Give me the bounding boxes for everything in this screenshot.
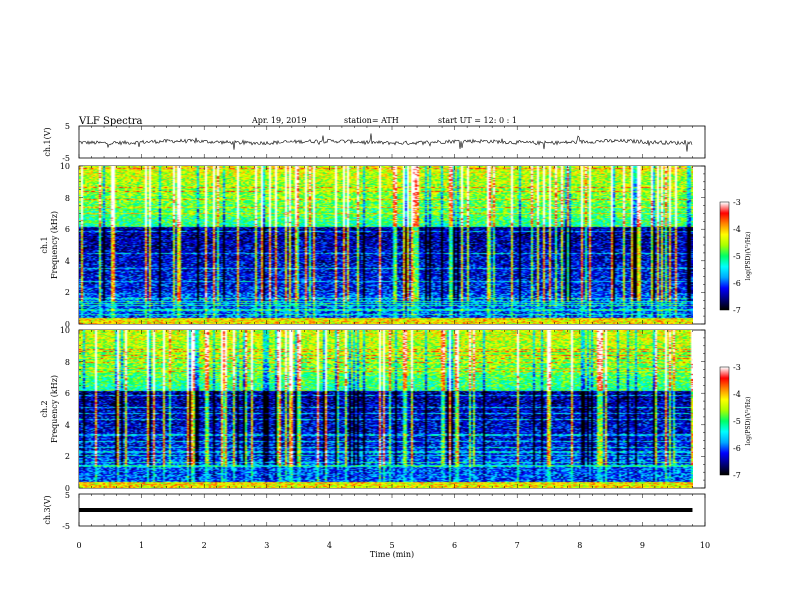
x-axis-label: Time (min) <box>370 550 414 559</box>
ch2-cbar-tick-5: -5 <box>733 417 741 426</box>
ch1-ytick-0: 0 <box>65 320 70 329</box>
ch2-cbar-tick-6: -6 <box>733 444 741 453</box>
ch1-colorbar <box>720 202 729 310</box>
ch1-ytick-8: 8 <box>65 194 70 203</box>
xtick-6: 6 <box>452 541 457 550</box>
ch3-ytick-bottom: -5 <box>62 522 70 531</box>
ch2-ytick-4: 4 <box>65 421 70 430</box>
ch1-spec-ylabel: Frequency (kHz) <box>50 211 59 279</box>
ch1-ytick-6: 6 <box>65 225 70 234</box>
start-time-label: start UT = 12: 0 : 1 <box>438 116 517 125</box>
xtick-9: 9 <box>640 541 645 550</box>
xtick-0: 0 <box>76 541 81 550</box>
ch2-ytick-2: 2 <box>65 452 70 461</box>
date-label: Apr. 19, 2019 <box>251 116 307 125</box>
ch1-cbar-tick-3: -3 <box>733 198 741 207</box>
station-label: station= ATH <box>344 116 399 125</box>
ch1-waveform-panel: 5 -5 ch.1(V) <box>43 122 706 163</box>
ch2-colorbar <box>720 367 729 475</box>
ch3-ylabel: ch.3(V) <box>43 495 52 524</box>
ch2-colorbar-label: log(PSD)(V²/Hz) <box>745 397 752 446</box>
ch3-ytick-top: 5 <box>65 491 70 500</box>
ch1-ytick-4: 4 <box>65 257 70 266</box>
ch3-waveform-panel: 5 -5 ch.3(V) <box>43 491 706 531</box>
ch1-spectrogram-panel: 10 8 6 4 2 0 ch.1 Frequency (kHz) -3 -4 … <box>40 162 752 329</box>
ch1-ylabel: ch.1(V) <box>43 127 52 156</box>
ch2-frequency-ticks: 10 8 6 4 2 0 <box>60 326 70 493</box>
figure-title: VLF Spectra <box>78 116 143 127</box>
xtick-3: 3 <box>264 541 269 550</box>
ch2-colorbar-frame <box>719 366 730 476</box>
ch1-frequency-ticks: 10 8 6 4 2 0 <box>60 162 70 329</box>
ch1-waveform-line <box>78 133 693 152</box>
ch2-ytick-10: 10 <box>60 326 70 335</box>
ch2-ytick-8: 8 <box>65 358 70 367</box>
ch2-spectrogram-panel: 10 8 6 4 2 0 ch.2 Frequency (kHz) -3 -4 … <box>40 326 752 493</box>
ch2-spectrogram-image <box>79 330 693 488</box>
ch1-ytick-top: 5 <box>65 122 70 131</box>
ch1-cbar-tick-6: -6 <box>733 279 741 288</box>
x-axis-ticks: 0 1 2 3 4 5 6 7 8 9 10 <box>76 541 710 550</box>
xtick-1: 1 <box>139 541 144 550</box>
ch1-cbar-tick-5: -5 <box>733 252 741 261</box>
xtick-2: 2 <box>202 541 207 550</box>
ch1-spectrogram-image <box>79 166 693 324</box>
ch1-ytick-10: 10 <box>60 162 70 171</box>
ch1-ytick-2: 2 <box>65 288 70 297</box>
ch1-colorbar-frame <box>719 201 730 311</box>
ch2-ytick-0: 0 <box>65 484 70 493</box>
ch2-spec-channel-label: ch.2 <box>40 400 49 417</box>
xtick-8: 8 <box>577 541 582 550</box>
ch2-cbar-tick-3: -3 <box>733 363 741 372</box>
ch2-ytick-6: 6 <box>65 389 70 398</box>
ch2-cbar-tick-4: -4 <box>733 390 741 399</box>
xtick-4: 4 <box>327 541 332 550</box>
xtick-5: 5 <box>389 541 394 550</box>
ch1-cbar-tick-7: -7 <box>733 306 741 315</box>
xtick-7: 7 <box>515 541 520 550</box>
xtick-10: 10 <box>700 541 710 550</box>
ch1-colorbar-label: log(PSD)(V²/Hz) <box>745 232 752 281</box>
ch1-cbar-tick-4: -4 <box>733 225 741 234</box>
ch1-ytick-bottom: -5 <box>62 154 70 163</box>
axis-tick-marks <box>78 126 706 526</box>
ch1-spec-channel-label: ch.1 <box>40 236 49 253</box>
ch2-cbar-tick-7: -7 <box>733 471 741 480</box>
ch2-spec-ylabel: Frequency (kHz) <box>50 375 59 443</box>
